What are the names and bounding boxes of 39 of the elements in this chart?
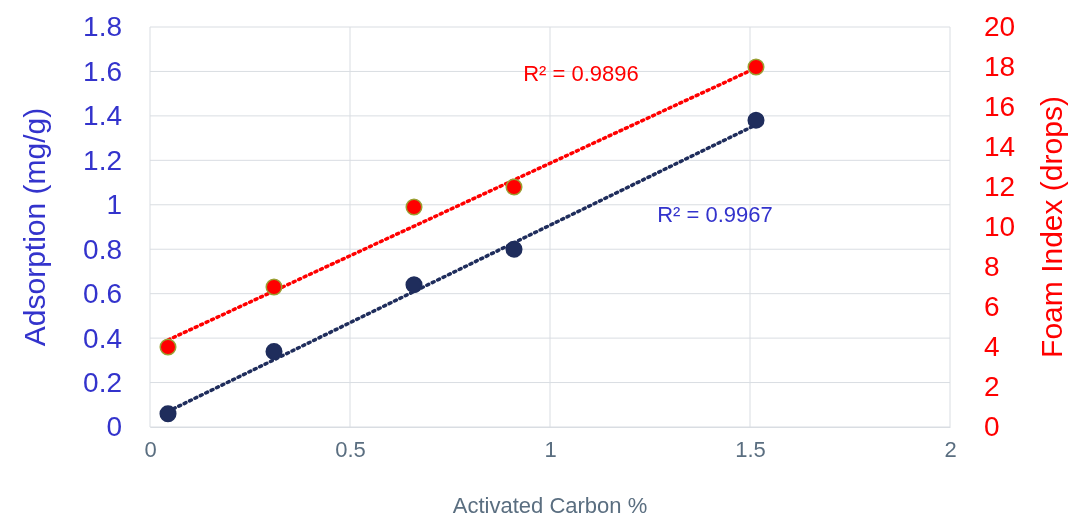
point <box>265 342 283 360</box>
x-tick-label: 1.5 <box>735 436 766 462</box>
y2-tick-label: 14 <box>984 131 1016 163</box>
y-tick-label: 0.2 <box>83 367 122 399</box>
point <box>747 58 765 76</box>
y2-tick-label: 20 <box>984 11 1016 43</box>
y-tick-label: 0.8 <box>83 233 122 265</box>
y-tick-label: 0.6 <box>83 278 122 310</box>
y2-tick-label: 18 <box>984 51 1016 83</box>
y2-tick-label: 10 <box>984 211 1016 243</box>
x-axis-title: Activated Carbon % <box>452 493 648 516</box>
y-tick-label: 1.2 <box>83 144 122 176</box>
point <box>405 198 423 216</box>
y-tick-label: 1 <box>106 189 122 221</box>
point <box>505 240 523 258</box>
y2-axis-title: Foam Index (drops) <box>1035 96 1068 358</box>
x-tick-label: 1 <box>544 436 557 462</box>
annotation: R² = 0.9896 <box>523 61 639 86</box>
y-axis-title: Adsorption (mg/g) <box>18 107 51 347</box>
x-tick-label: 0 <box>144 436 157 462</box>
point <box>405 276 423 294</box>
y2-tick-label: 16 <box>984 91 1016 123</box>
y-tick-label: 1.8 <box>83 11 122 43</box>
point <box>265 278 283 296</box>
y-tick-label: 1.4 <box>83 100 122 132</box>
y2-tick-label: 8 <box>984 251 1000 283</box>
y2-tick-label: 4 <box>984 331 1000 363</box>
point <box>747 111 765 129</box>
point <box>159 405 177 423</box>
annotation: R² = 0.9967 <box>657 202 773 227</box>
y-tick-label: 0.4 <box>83 322 122 354</box>
x-tick-label: 0.5 <box>335 436 366 462</box>
y2-tick-label: 12 <box>984 171 1016 203</box>
y-tick-label: 1.6 <box>83 55 122 87</box>
x-tick-label: 2 <box>944 436 957 462</box>
point <box>505 178 523 196</box>
point <box>159 338 177 356</box>
y2-tick-label: 2 <box>984 371 1000 403</box>
y2-tick-label: 6 <box>984 291 1000 323</box>
